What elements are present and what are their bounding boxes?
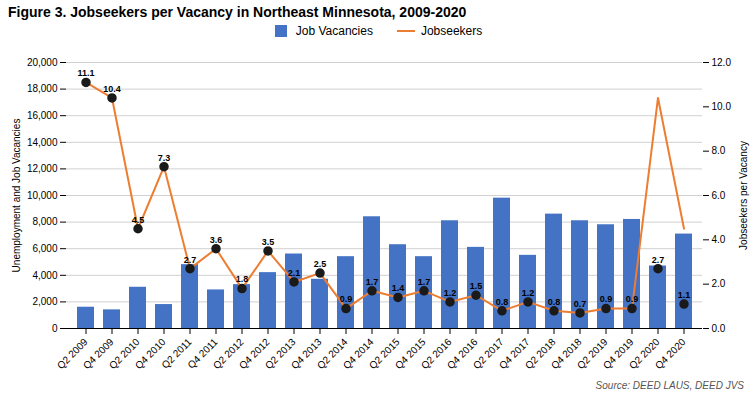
svg-text:Q4 2011: Q4 2011 [185, 336, 220, 371]
svg-text:Q4 2017: Q4 2017 [496, 336, 532, 372]
html-text:Job Vacancies: Job Vacancies [295, 24, 373, 38]
svg-text:10.0: 10.0 [712, 101, 732, 112]
svg-text:1.7: 1.7 [418, 277, 431, 287]
svg-text:Q2 2019: Q2 2019 [574, 336, 610, 372]
svg-text:18,000: 18,000 [27, 83, 58, 94]
svg-text:Q2 2016: Q2 2016 [418, 336, 454, 372]
svg-text:Q2 2020: Q2 2020 [626, 336, 662, 372]
html-text:Jobseekers: Jobseekers [420, 24, 483, 38]
svg-text:10,000: 10,000 [27, 190, 58, 201]
svg-text:0.9: 0.9 [600, 294, 613, 304]
svg-text:1.2: 1.2 [444, 288, 457, 298]
svg-text:0.0: 0.0 [712, 323, 726, 334]
svg-text:2,000: 2,000 [32, 296, 57, 307]
svg-text:2.7: 2.7 [184, 255, 197, 265]
svg-text:1.7: 1.7 [366, 277, 379, 287]
svg-text:Q2 2013: Q2 2013 [262, 336, 298, 372]
svg-text:Q4 2018: Q4 2018 [548, 336, 584, 372]
svg-text:3.5: 3.5 [262, 237, 275, 247]
html-text:Source: DEED LAUS, DEED JVS: Source: DEED LAUS, DEED JVS [595, 380, 744, 391]
svg-text:Q4 2014: Q4 2014 [340, 336, 376, 372]
svg-text:Q4 2013: Q4 2013 [288, 336, 324, 372]
svg-text:1.2: 1.2 [522, 288, 535, 298]
svg-text:Q4 2009: Q4 2009 [80, 336, 116, 372]
svg-text:Unemployment and Job Vacancies: Unemployment and Job Vacancies [11, 119, 22, 273]
svg-text:2.0: 2.0 [712, 278, 726, 289]
svg-text:0.9: 0.9 [626, 294, 639, 304]
svg-text:8,000: 8,000 [32, 216, 57, 227]
svg-text:4.0: 4.0 [712, 234, 726, 245]
svg-text:0: 0 [52, 323, 58, 334]
svg-text:20,000: 20,000 [27, 57, 58, 68]
svg-text:0.8: 0.8 [496, 297, 509, 307]
svg-text:Q4 2020: Q4 2020 [653, 336, 688, 371]
svg-text:Jobseekers per Vacancy: Jobseekers per Vacancy [738, 141, 749, 250]
svg-text:Q2 2017: Q2 2017 [470, 336, 506, 372]
svg-text:Q2 2011: Q2 2011 [159, 336, 194, 371]
svg-text:Q4 2010: Q4 2010 [132, 336, 168, 372]
svg-text:Q4 2019: Q4 2019 [600, 336, 636, 372]
svg-text:1.4: 1.4 [392, 283, 405, 293]
svg-text:Q2 2012: Q2 2012 [210, 336, 246, 372]
svg-text:1.5: 1.5 [470, 281, 483, 291]
svg-text:Q4 2015: Q4 2015 [392, 336, 428, 372]
svg-text:10.4: 10.4 [103, 84, 121, 94]
svg-text:1.1: 1.1 [678, 290, 691, 300]
svg-text:16,000: 16,000 [27, 110, 58, 121]
svg-text:2.1: 2.1 [288, 268, 301, 278]
svg-text:0.8: 0.8 [548, 297, 561, 307]
svg-text:Q4 2016: Q4 2016 [444, 336, 480, 372]
svg-text:11.1: 11.1 [77, 68, 94, 78]
svg-text:2.7: 2.7 [652, 255, 665, 265]
svg-text:Q2 2015: Q2 2015 [366, 336, 402, 372]
svg-text:12.0: 12.0 [712, 57, 732, 68]
svg-text:3.6: 3.6 [210, 235, 223, 245]
svg-text:8.0: 8.0 [712, 145, 726, 156]
svg-text:7.3: 7.3 [158, 153, 171, 163]
svg-text:0.7: 0.7 [574, 299, 587, 309]
svg-text:Q2 2018: Q2 2018 [522, 336, 558, 372]
html-text:Figure 3. Jobseekers per Vacan: Figure 3. Jobseekers per Vacancy in Nort… [8, 4, 467, 20]
svg-text:Q2 2010: Q2 2010 [106, 336, 142, 372]
svg-text:14,000: 14,000 [27, 137, 58, 148]
svg-text:4.5: 4.5 [132, 215, 145, 225]
svg-text:4,000: 4,000 [32, 270, 57, 281]
svg-text:6,000: 6,000 [32, 243, 57, 254]
svg-text:1.8: 1.8 [236, 274, 249, 284]
svg-text:Q4 2012: Q4 2012 [236, 336, 272, 372]
svg-text:12,000: 12,000 [27, 163, 58, 174]
svg-text:2.5: 2.5 [314, 259, 327, 269]
svg-text:6.0: 6.0 [712, 190, 726, 201]
svg-text:Q2 2014: Q2 2014 [314, 336, 350, 372]
svg-text:Q2 2009: Q2 2009 [54, 336, 90, 372]
svg-text:0.9: 0.9 [340, 294, 353, 304]
